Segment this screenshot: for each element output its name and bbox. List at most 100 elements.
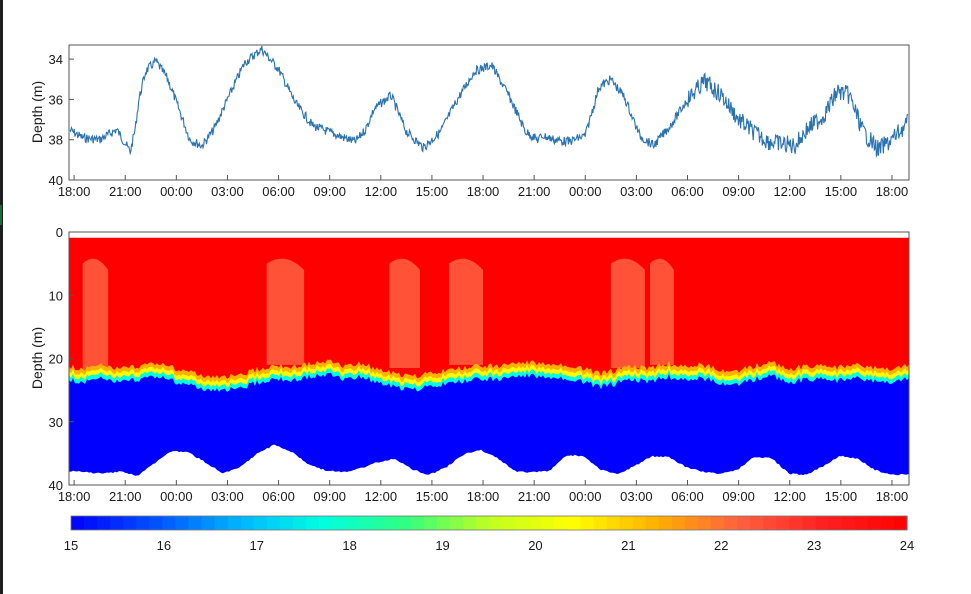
colorbar-cell <box>306 516 320 530</box>
colorbar-cell <box>841 516 856 530</box>
colorbar-cell <box>449 516 464 530</box>
colorbar-cell <box>423 516 438 530</box>
x-tick-label: 15:00 <box>416 489 449 504</box>
colorbar-cell <box>515 516 529 530</box>
x-tick-label: 21:00 <box>109 184 142 199</box>
y-tick-label: 40 <box>49 478 63 493</box>
window-left-edge-mark <box>0 205 2 225</box>
y-tick-label: 30 <box>49 415 63 430</box>
colorbar-tick-labels: 15 16 17 18 19 20 21 22 23 24 <box>64 538 914 553</box>
colorbar-cell <box>854 516 869 530</box>
x-tick-label: 15:00 <box>416 184 449 199</box>
x-tick-label: 12:00 <box>773 184 806 199</box>
x-tick-label: 18:00 <box>58 489 91 504</box>
y-tick-label: 0 <box>56 225 63 240</box>
warm-layer <box>69 237 909 384</box>
x-tick-label: 06:00 <box>671 489 704 504</box>
colorbar-cell <box>384 516 399 530</box>
warm-plume <box>610 258 645 368</box>
colorbar-cell <box>280 516 294 530</box>
colorbar-frame <box>70 515 908 531</box>
x-tick-label: 18:00 <box>467 184 500 199</box>
colorbar-cell <box>632 516 647 530</box>
thermocline-band-yellow <box>69 364 909 390</box>
colorbar-cell <box>698 516 712 530</box>
x-tick-label: 12:00 <box>773 489 806 504</box>
colorbar-cell <box>802 516 817 530</box>
colorbar-cell <box>541 516 555 530</box>
x-tick-label: 00:00 <box>160 184 193 199</box>
y-tick-label: 38 <box>49 133 63 148</box>
colorbar-cell <box>737 516 751 530</box>
colorbar-cell <box>658 516 673 530</box>
colorbar-cell <box>201 516 216 530</box>
colorbar-cell <box>567 516 582 530</box>
y-tick-label: 10 <box>49 288 63 303</box>
x-tick-label: 18:00 <box>876 184 909 199</box>
warm-plume <box>650 258 674 365</box>
colorbar-cell <box>619 516 634 530</box>
x-tick-label: 00:00 <box>569 184 602 199</box>
x-tick-label: 15:00 <box>825 184 858 199</box>
colorbar-cell <box>489 516 503 530</box>
colorbar-gradient <box>71 516 908 530</box>
colorbar-tick-label: 20 <box>528 538 542 553</box>
warm-plume <box>266 258 305 365</box>
depth-line-series <box>69 45 909 158</box>
colorbar-tick-label: 18 <box>342 538 356 553</box>
colorbar-cell <box>293 516 307 530</box>
x-tick-label: 06:00 <box>671 184 704 199</box>
x-tick-label: 03:00 <box>620 489 653 504</box>
section-panel-y-axis-title: Depth (m) <box>29 327 45 389</box>
colorbar-cell <box>671 516 686 530</box>
x-tick-label: 00:00 <box>160 489 193 504</box>
thermocline-band-orange <box>69 359 909 386</box>
x-tick-label: 03:00 <box>620 184 653 199</box>
colorbar-cell <box>71 516 85 530</box>
colorbar-cell <box>162 516 177 530</box>
seabed-blank <box>69 444 909 485</box>
x-tick-label: 09:00 <box>722 184 755 199</box>
colorbar-tick-label: 23 <box>807 538 821 553</box>
warm-plume <box>389 258 420 368</box>
colorbar-cell <box>828 516 843 530</box>
colorbar-cell <box>188 516 203 530</box>
thermocline-band-cyan <box>69 368 909 394</box>
x-tick-label: 15:00 <box>825 489 858 504</box>
x-tick-label: 21:00 <box>518 184 551 199</box>
x-tick-label: 12:00 <box>365 184 398 199</box>
colorbar-cell <box>110 516 124 530</box>
colorbar-cell <box>724 516 738 530</box>
colorbar-cell <box>528 516 542 530</box>
colorbar-cell <box>240 516 255 530</box>
colorbar-cell <box>253 516 268 530</box>
x-tick-label: 09:00 <box>722 489 755 504</box>
colorbar-cell <box>397 516 412 530</box>
colorbar-cell <box>332 516 346 530</box>
colorbar-cell <box>462 516 477 530</box>
y-tick-label: 36 <box>49 92 63 107</box>
y-tick-label: 20 <box>49 352 63 367</box>
colorbar-cell <box>593 516 608 530</box>
colorbar-cell <box>97 516 111 530</box>
colorbar-cell <box>266 516 281 530</box>
colorbar-cell <box>645 516 660 530</box>
x-tick-label: 06:00 <box>262 184 295 199</box>
window-left-edge <box>0 0 3 594</box>
colorbar-cell <box>789 516 804 530</box>
colorbar-cell <box>750 516 764 530</box>
colorbar-tick-label: 21 <box>621 538 635 553</box>
y-tick-label: 40 <box>49 173 63 188</box>
depth-panel-y-ticks: 34 36 38 40 <box>49 52 74 188</box>
colorbar-cell <box>880 516 895 530</box>
colorbar-cell <box>776 516 791 530</box>
x-tick-label: 09:00 <box>313 184 346 199</box>
colorbar-cell <box>502 516 516 530</box>
x-tick-label: 18:00 <box>58 184 91 199</box>
temperature-section-panel: 0 10 20 30 40 18:00 21:00 00:00 03:00 06:00 09:00… <box>29 225 910 504</box>
colorbar: 15 16 17 18 19 20 21 22 23 24 <box>64 515 914 553</box>
colorbar-cell <box>345 516 359 530</box>
colorbar-cell <box>436 516 451 530</box>
colorbar-cell <box>606 516 621 530</box>
